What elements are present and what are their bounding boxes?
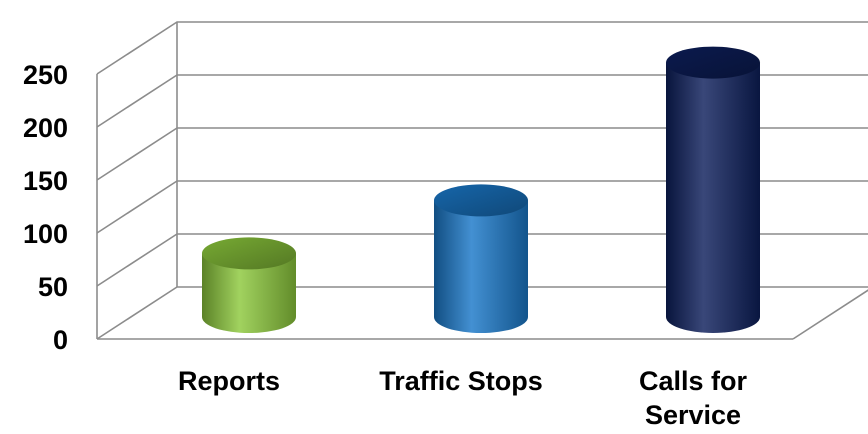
x-category-line: Traffic Stops [379, 366, 543, 396]
x-category-label: Calls for Service [639, 366, 748, 430]
x-axis-categories: Reports Traffic Stops Calls for Service [178, 366, 748, 430]
x-category-line: Reports [178, 366, 280, 396]
x-category-line: Service [645, 400, 741, 430]
y-axis-ticks: 0 50 100 150 200 250 [23, 60, 68, 355]
x-category-label: Traffic Stops [379, 366, 543, 396]
y-tick-label: 150 [23, 166, 68, 196]
y-tick-label: 50 [38, 272, 68, 302]
bar-body [202, 253, 296, 333]
bar-top [202, 237, 296, 270]
x-category-label: Reports [178, 366, 280, 396]
y-tick-label: 250 [23, 60, 68, 90]
bar-body [434, 200, 528, 333]
y-tick-label: 200 [23, 113, 68, 143]
bar-1 [202, 237, 296, 333]
bar-body [666, 62, 760, 333]
bar-top [434, 184, 528, 217]
bar-top [666, 46, 760, 79]
bar-3 [666, 46, 760, 333]
y-tick-label: 0 [53, 325, 68, 355]
y-tick-label: 100 [23, 219, 68, 249]
floor-right-edge [792, 289, 868, 340]
x-category-line: Calls for [639, 366, 748, 396]
gridlines [96, 21, 868, 340]
bars [202, 46, 760, 333]
bar-2 [434, 184, 528, 333]
